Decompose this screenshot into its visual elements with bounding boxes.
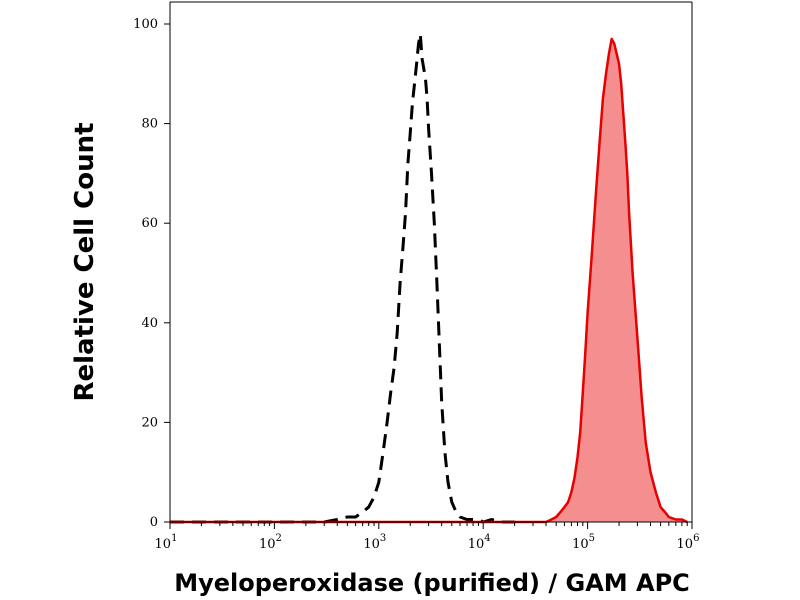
x-tick-label: 102 <box>259 533 282 552</box>
x-axis-ticks: 101 102 103 104 105 106 <box>155 522 700 552</box>
y-tick-label: 100 <box>133 17 158 32</box>
y-tick-label: 80 <box>141 117 158 132</box>
series-2-area <box>170 38 688 523</box>
y-tick-label: 60 <box>141 216 158 231</box>
y-axis-title: Relative Cell Count <box>70 122 100 401</box>
x-tick-label: 105 <box>572 533 595 552</box>
plot-area <box>170 32 688 524</box>
y-tick-label: 20 <box>141 415 158 430</box>
x-tick-label: 106 <box>677 533 700 552</box>
x-tick-label: 104 <box>468 533 491 552</box>
series-1-line <box>170 32 515 524</box>
y-tick-label: 0 <box>150 515 158 530</box>
series-2-line <box>170 37 688 524</box>
x-tick-label: 101 <box>155 533 178 552</box>
x-tick-label: 103 <box>363 533 386 552</box>
y-tick-label: 40 <box>141 316 158 331</box>
x-axis-title: Myeloperoxidase (purified) / GAM APC <box>174 569 690 597</box>
y-axis-ticks: 0 20 40 60 80 100 <box>133 17 170 530</box>
